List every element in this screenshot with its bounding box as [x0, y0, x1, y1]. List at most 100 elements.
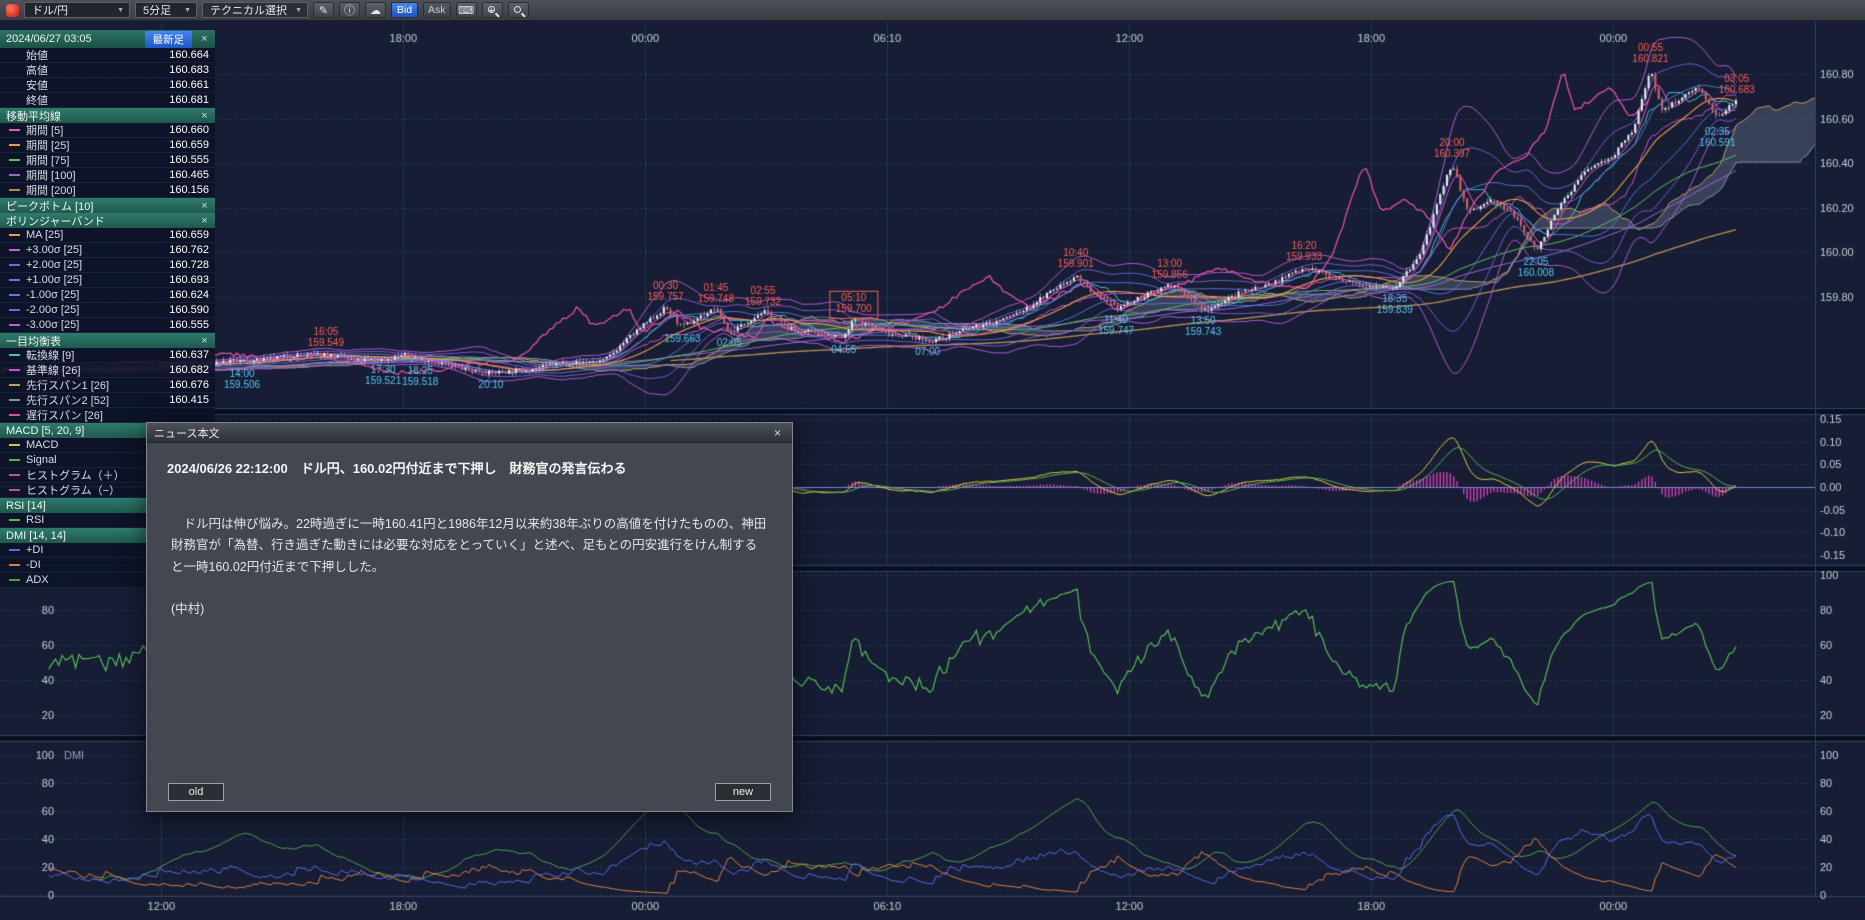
- section-header: 一目均衡表 ×: [0, 333, 215, 348]
- news-dialog-title: ニュース本文: [154, 427, 220, 440]
- indicator-row: +3.00σ [25] 160.762: [0, 243, 215, 258]
- indicator-row: 期間 [5] 160.660: [0, 123, 215, 138]
- row-label: 始値: [26, 50, 48, 62]
- row-value: 160.465: [169, 169, 209, 181]
- row-label: MA [25]: [26, 229, 64, 241]
- row-label: 期間 [100]: [26, 170, 76, 182]
- close-icon[interactable]: ×: [773, 425, 781, 440]
- news-dialog: ニュース本文 × 2024/06/26 22:12:00 ドル円、160.02円…: [146, 422, 793, 812]
- chevron-down-icon: ▼: [184, 6, 191, 14]
- row-label: ヒストグラム（＋）: [26, 470, 125, 482]
- panel-datetime-header: 2024/06/27 03:05 最新足 ×: [0, 30, 215, 48]
- bid-toggle[interactable]: Bid: [391, 2, 418, 18]
- section-title: 一目均衡表: [6, 335, 61, 348]
- row-label: 先行スパン1 [26]: [26, 380, 110, 392]
- row-value: 160.555: [169, 154, 209, 166]
- ohlc-rows: 始値 160.664 高値 160.683 安値 160.661 終値 160.681: [0, 48, 215, 108]
- ohlc-row: 終値 160.681: [0, 93, 215, 108]
- toolbar: ドル/円 ▼ 5分足 ▼ テクニカル選択 ▼ ✎ ⓘ ☁ Bid Ask ⌨ +: [0, 0, 1865, 21]
- row-label: +3.00σ [25]: [26, 244, 83, 256]
- section-title: ボリンジャーバンド: [6, 215, 105, 228]
- close-icon[interactable]: ×: [201, 334, 208, 347]
- row-label: 先行スパン2 [52]: [26, 395, 110, 407]
- pair-label: ドル/円: [32, 5, 69, 17]
- indicator-row: 期間 [75] 160.555: [0, 153, 215, 168]
- indicator-row: +1.00σ [25] 160.693: [0, 273, 215, 288]
- section-title: 移動平均線: [6, 110, 61, 123]
- row-label: +1.00σ [25]: [26, 274, 83, 286]
- row-label: MACD: [26, 439, 59, 451]
- row-value: 160.693: [169, 274, 209, 286]
- indicator-row: 基準線 [26] 160.682: [0, 363, 215, 378]
- latest-candle-badge[interactable]: 最新足: [144, 30, 192, 48]
- news-headline: 2024/06/26 22:12:00 ドル円、160.02円付近まで下押し 財…: [167, 461, 627, 476]
- row-value: 160.661: [169, 79, 209, 91]
- zoom-in-icon[interactable]: +: [481, 2, 503, 18]
- ask-toggle[interactable]: Ask: [423, 2, 451, 18]
- close-icon[interactable]: ×: [201, 199, 208, 212]
- indicator-row: 期間 [25] 160.659: [0, 138, 215, 153]
- row-value: 160.664: [169, 49, 209, 61]
- info-icon[interactable]: ⓘ: [339, 2, 360, 18]
- new-button[interactable]: new: [715, 783, 771, 801]
- row-value: 160.624: [169, 289, 209, 301]
- chevron-down-icon: ▼: [117, 6, 124, 14]
- row-label: -2.00σ [25]: [26, 304, 80, 316]
- row-label: Signal: [26, 454, 57, 466]
- close-icon[interactable]: ×: [201, 109, 208, 122]
- news-dialog-titlebar[interactable]: ニュース本文 ×: [147, 423, 792, 443]
- draw-icon[interactable]: ✎: [313, 2, 334, 18]
- keyboard-icon[interactable]: ⌨: [455, 2, 477, 18]
- row-label: RSI: [26, 514, 45, 526]
- ohlc-row: 安値 160.661: [0, 78, 215, 93]
- row-label: 期間 [75]: [26, 155, 70, 167]
- close-icon[interactable]: ×: [201, 214, 208, 227]
- section-title: ピークボトム [10]: [6, 200, 94, 213]
- chevron-down-icon: ▼: [295, 6, 302, 14]
- row-value: 160.762: [169, 244, 209, 256]
- row-label: 期間 [25]: [26, 140, 70, 152]
- row-label: 高値: [26, 65, 48, 77]
- row-label: -3.00σ [25]: [26, 319, 80, 331]
- old-button[interactable]: old: [168, 783, 224, 801]
- section-title: RSI [14]: [6, 499, 46, 512]
- indicator-row: 先行スパン2 [52] 160.415: [0, 393, 215, 408]
- indicator-row: -3.00σ [25] 160.555: [0, 318, 215, 333]
- indicator-row: 期間 [200] 160.156: [0, 183, 215, 198]
- row-label: +2.00σ [25]: [26, 259, 83, 271]
- technical-select-button[interactable]: テクニカル選択 ▼: [202, 2, 308, 18]
- row-value: 160.659: [169, 229, 209, 241]
- row-value: 160.156: [169, 184, 209, 196]
- pair-select[interactable]: ドル/円 ▼: [24, 2, 130, 18]
- row-label: 終値: [26, 95, 48, 107]
- row-value: 160.681: [169, 94, 209, 106]
- row-label: ADX: [26, 574, 49, 586]
- indicator-row: MA [25] 160.659: [0, 228, 215, 243]
- row-label: 遅行スパン [26]: [26, 410, 103, 422]
- cloud-icon[interactable]: ☁: [365, 2, 386, 18]
- indicator-row: 先行スパン1 [26] 160.676: [0, 378, 215, 393]
- row-value: 160.659: [169, 139, 209, 151]
- close-icon[interactable]: ×: [201, 33, 208, 45]
- row-label: ヒストグラム（−）: [26, 485, 121, 497]
- section-header: 移動平均線 ×: [0, 108, 215, 123]
- zoom-icon[interactable]: [507, 2, 529, 18]
- news-body: ドル円は伸び悩み。22時過ぎに一時160.41円と1986年12月以来約38年ぶ…: [171, 517, 767, 574]
- ohlc-row: 始値 160.664: [0, 48, 215, 63]
- timeframe-select[interactable]: 5分足 ▼: [135, 2, 197, 18]
- row-value: 160.682: [169, 364, 209, 376]
- row-value: 160.660: [169, 124, 209, 136]
- app-icon: [6, 3, 19, 17]
- section-header: ボリンジャーバンド ×: [0, 213, 215, 228]
- indicator-row: +2.00σ [25] 160.728: [0, 258, 215, 273]
- indicator-row: 遅行スパン [26]: [0, 408, 215, 423]
- row-label: -1.00σ [25]: [26, 289, 80, 301]
- section-title: MACD [5, 20, 9]: [6, 424, 85, 437]
- row-value: 160.676: [169, 379, 209, 391]
- indicator-row: 期間 [100] 160.465: [0, 168, 215, 183]
- row-value: 160.415: [169, 394, 209, 406]
- section-title: DMI [14, 14]: [6, 529, 66, 542]
- row-label: -DI: [26, 559, 41, 571]
- row-value: 160.728: [169, 259, 209, 271]
- technical-label: テクニカル選択: [210, 5, 287, 17]
